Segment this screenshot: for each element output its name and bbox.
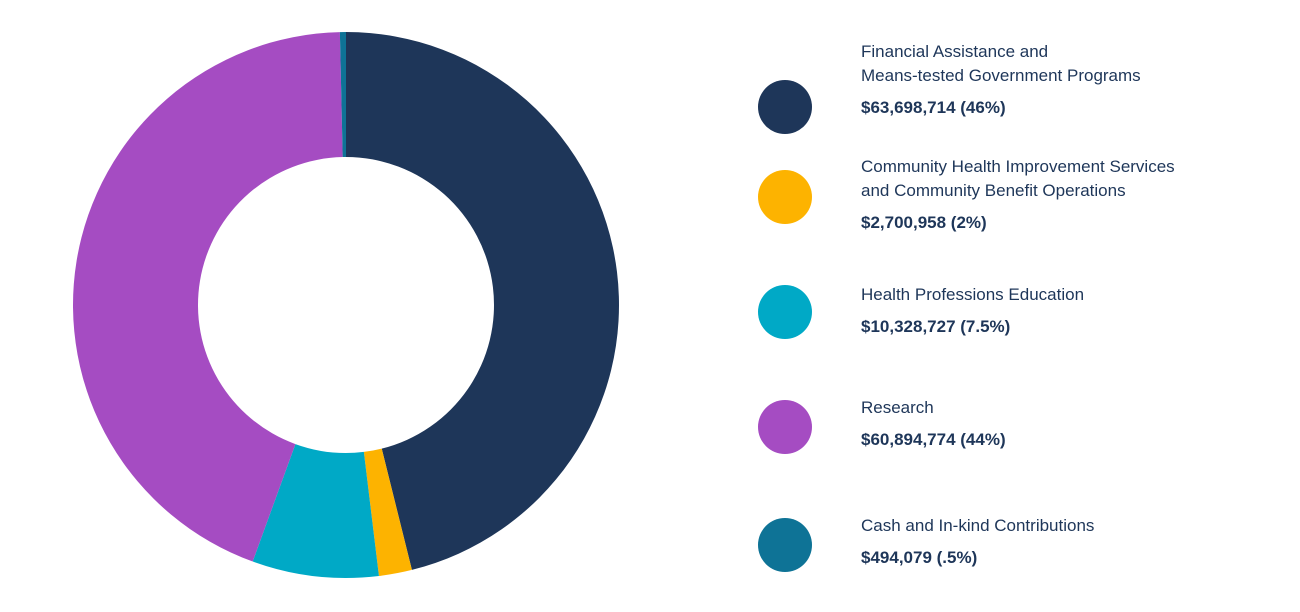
legend-label: Financial Assistance and Means-tested Go… — [861, 42, 1141, 85]
donut-slice — [346, 32, 620, 570]
donut-slice — [339, 32, 346, 158]
legend-entry: Cash and In-kind Contributions $494,079 (… — [861, 514, 1281, 570]
value-label: $60,894,774 (44%) — [861, 430, 1006, 449]
legend-label: Health Professions Education — [861, 285, 1085, 304]
legend-entry: Financial Assistance and Means-tested Go… — [861, 40, 1281, 120]
value-label: $2,700,958 (2%) — [861, 213, 987, 232]
value-label: $494,079 (.5%) — [861, 548, 978, 567]
legend-label: Community Health Improvement Services an… — [861, 157, 1175, 200]
donut-slice — [73, 32, 343, 562]
legend-entry: Health Professions Education $10,328,727 … — [861, 283, 1281, 339]
legend-label: Research — [861, 398, 934, 417]
legend-entry: Research $60,894,774 (44%) — [861, 396, 1281, 452]
legend-entry: Community Health Improvement Services an… — [861, 155, 1281, 235]
value-label: $63,698,714 (46%) — [861, 98, 1006, 117]
legend-swatch — [758, 80, 812, 134]
donut-slice — [363, 448, 412, 577]
value-label: $10,328,727 (7.5%) — [861, 317, 1011, 336]
donut-slice — [252, 444, 379, 578]
legend-swatch — [758, 170, 812, 224]
legend-swatch — [758, 400, 812, 454]
legend-swatch — [758, 285, 812, 339]
legend-swatch — [758, 518, 812, 572]
legend-label: Cash and In-kind Contributions — [861, 516, 1095, 535]
